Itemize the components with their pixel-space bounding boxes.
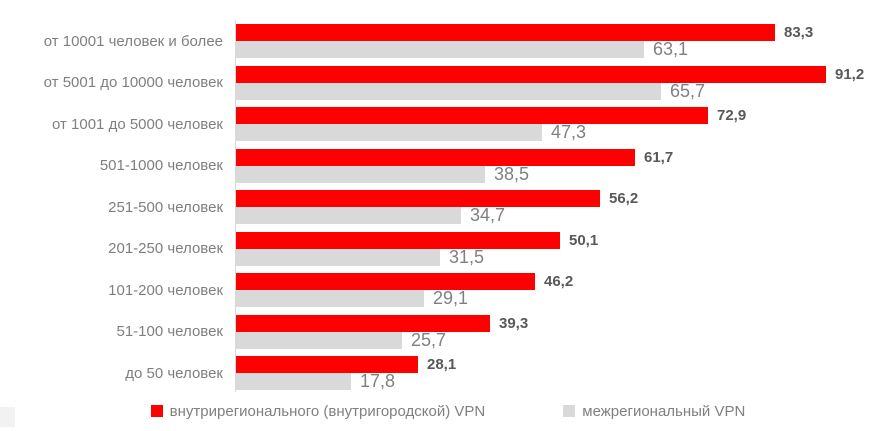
value-label: 72,9	[717, 107, 747, 124]
bar-group: 50,1 31,5	[236, 231, 896, 267]
bar-intraregional-vpn	[236, 190, 600, 207]
bar-interregional-vpn	[236, 207, 461, 224]
screen-corner-artifact	[0, 407, 15, 427]
chart-row: от 1001 до 5000 человек 72,9 47,3	[0, 107, 896, 142]
value-label: 17,8	[360, 371, 396, 391]
bar-intraregional-vpn	[236, 314, 490, 332]
legend-item: внутрирегионального (внутригородской) VP…	[150, 402, 486, 420]
legend-label: межрегиональный VPN	[582, 402, 746, 420]
bar-interregional-vpn	[236, 331, 402, 349]
bar-group: 61,7 38,5	[236, 148, 896, 184]
y-axis-line	[235, 20, 236, 392]
category-label: от 10001 человек и более	[43, 32, 223, 50]
bar-group: 28,1 17,8	[236, 356, 896, 391]
category-label: 101-200 человек	[108, 281, 223, 299]
legend-swatch-red-icon	[150, 405, 163, 417]
chart-row: 51-100 человек 39,3 25,7	[0, 314, 896, 350]
bar-group: 83,3 63,1	[236, 24, 896, 59]
legend-label: внутрирегионального (внутригородской) VP…	[169, 402, 486, 420]
chart-row: 201-250 человек 50,1 31,5	[0, 231, 896, 267]
bar-intraregional-vpn	[236, 65, 826, 83]
chart-row: до 50 человек 28,1 17,8	[0, 356, 896, 391]
value-label: 39,3	[499, 314, 529, 332]
bar-interregional-vpn	[236, 82, 661, 100]
bar-interregional-vpn	[236, 290, 424, 307]
value-label: 50,1	[569, 231, 599, 249]
value-label: 31,5	[449, 246, 485, 267]
value-label: 65,7	[670, 80, 706, 101]
value-label: 56,2	[609, 190, 639, 207]
category-label: 51-100 человек	[116, 323, 223, 340]
bar-intraregional-vpn	[236, 273, 535, 290]
bar-interregional-vpn	[236, 248, 440, 266]
chart-row: 501-1000 человек 61,7 38,5	[0, 148, 896, 184]
chart-row: от 10001 человек и более 83,3 63,1	[0, 24, 896, 59]
bar-group: 56,2 34,7	[236, 190, 896, 225]
value-label: 61,7	[644, 148, 674, 166]
bar-intraregional-vpn	[236, 24, 775, 41]
bar-interregional-vpn	[236, 41, 644, 58]
category-label: 201-250 человек	[108, 240, 223, 257]
chart-row: 101-200 человек 46,2 29,1	[0, 273, 896, 308]
bar-interregional-vpn	[236, 165, 485, 183]
value-label: 47,3	[551, 122, 587, 142]
value-label: 91,2	[835, 65, 865, 83]
bar-group: 72,9 47,3	[236, 107, 896, 142]
chart-row: от 5001 до 10000 человек 91,2 65,7	[0, 65, 896, 101]
bar-group: 39,3 25,7	[236, 314, 896, 350]
bar-interregional-vpn	[236, 373, 351, 390]
bar-intraregional-vpn	[236, 148, 635, 166]
value-label: 83,3	[784, 24, 814, 41]
legend-swatch-gray-icon	[563, 405, 576, 417]
category-label: до 50 человек	[125, 364, 223, 382]
bar-intraregional-vpn	[236, 107, 708, 124]
category-label: от 5001 до 10000 человек	[43, 74, 223, 91]
value-label: 25,7	[411, 329, 447, 350]
category-label: 501-1000 человек	[99, 157, 223, 174]
bar-group: 46,2 29,1	[236, 273, 896, 308]
value-label: 63,1	[653, 39, 689, 59]
value-label: 28,1	[427, 356, 457, 373]
chart-row: 251-500 человек 56,2 34,7	[0, 190, 896, 225]
value-label: 46,2	[544, 273, 574, 290]
bar-intraregional-vpn	[236, 231, 560, 249]
legend: внутрирегионального (внутригородской) VP…	[0, 400, 896, 422]
bar-interregional-vpn	[236, 124, 542, 141]
value-label: 38,5	[494, 163, 530, 184]
bar-intraregional-vpn	[236, 356, 418, 373]
legend-item: межрегиональный VPN	[563, 403, 745, 420]
value-label: 29,1	[433, 288, 469, 308]
value-label: 34,7	[470, 205, 506, 225]
category-label: 251-500 человек	[108, 198, 223, 216]
bar-group: 91,2 65,7	[236, 65, 896, 101]
category-label: от 1001 до 5000 человек	[51, 115, 223, 133]
